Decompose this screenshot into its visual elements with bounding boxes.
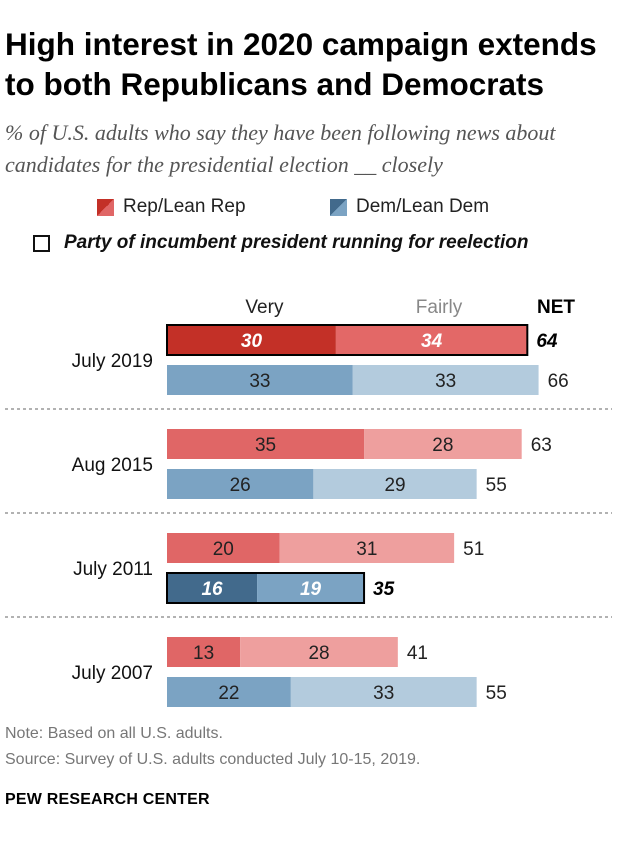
data-label-very: 16	[201, 579, 223, 600]
bar-very	[167, 469, 314, 499]
category-label: July 2011	[73, 559, 153, 580]
legend-rep: Rep/Lean Rep	[97, 196, 246, 218]
bar-very	[167, 637, 241, 667]
data-label-fairly: 34	[421, 331, 443, 352]
data-label-very: 30	[241, 331, 263, 352]
bar-very	[167, 573, 258, 603]
data-label-fairly: 33	[373, 683, 394, 704]
data-label-very: 35	[255, 435, 276, 456]
data-label-very: 13	[193, 643, 214, 664]
bar-fairly	[335, 325, 528, 355]
legend-dem: Dem/Lean Dem	[330, 196, 489, 218]
data-label-net: 51	[463, 539, 484, 560]
legend-dem-swatch	[330, 198, 347, 216]
category-label: July 2019	[72, 351, 153, 372]
bar-very	[167, 677, 291, 707]
data-label-fairly: 31	[356, 539, 377, 560]
legend-incumbent-label: Party of incumbent president running for…	[64, 232, 529, 253]
data-label-net: 66	[548, 371, 569, 392]
footer-source: Source: Survey of U.S. adults conducted …	[5, 751, 421, 768]
data-label-fairly: 33	[435, 371, 456, 392]
incumbent-outline	[166, 324, 529, 356]
chart-title: High interest in 2020 campaign extends t…	[5, 26, 597, 102]
column-header-net: NET	[537, 297, 575, 318]
category-label: Aug 2015	[72, 455, 153, 476]
legend-incumbent: Party of incumbent president running for…	[33, 232, 529, 254]
footer-note: Note: Based on all U.S. adults.	[5, 725, 223, 742]
bar-fairly	[352, 365, 539, 395]
bar-fairly	[290, 677, 477, 707]
data-label-net: 35	[373, 579, 395, 600]
data-label-fairly: 28	[432, 435, 453, 456]
data-label-net: 64	[536, 331, 558, 352]
bar-fairly	[257, 573, 365, 603]
bar-very	[167, 365, 353, 395]
legend-incumbent-box	[33, 234, 50, 252]
bar-very	[167, 533, 280, 563]
bar-fairly	[240, 637, 398, 667]
data-label-net: 55	[486, 475, 507, 496]
data-label-net: 41	[407, 643, 428, 664]
data-label-fairly: 29	[384, 475, 405, 496]
column-header-very: Very	[245, 297, 284, 318]
bar-very	[167, 429, 365, 459]
data-label-fairly: 19	[300, 579, 322, 600]
data-label-very: 22	[218, 683, 239, 704]
legend-dem-label: Dem/Lean Dem	[356, 196, 490, 217]
data-label-very: 20	[213, 539, 234, 560]
data-label-net: 63	[531, 435, 552, 456]
bar-very	[167, 325, 336, 355]
legend-rep-label: Rep/Lean Rep	[123, 196, 246, 217]
bar-fairly	[279, 533, 455, 563]
data-label-very: 26	[230, 475, 251, 496]
bar-fairly	[313, 469, 477, 499]
category-label: July 2007	[72, 663, 153, 684]
data-label-net: 55	[486, 683, 507, 704]
chart-subtitle: % of U.S. adults who say they have been …	[5, 120, 556, 177]
bar-fairly	[364, 429, 522, 459]
data-label-fairly: 28	[308, 643, 329, 664]
legend-rep-swatch	[97, 198, 114, 216]
data-label-very: 33	[249, 371, 270, 392]
brand-logo-text: PEW RESEARCH CENTER	[5, 791, 210, 808]
incumbent-outline	[166, 572, 366, 604]
column-header-fairly: Fairly	[416, 297, 463, 318]
